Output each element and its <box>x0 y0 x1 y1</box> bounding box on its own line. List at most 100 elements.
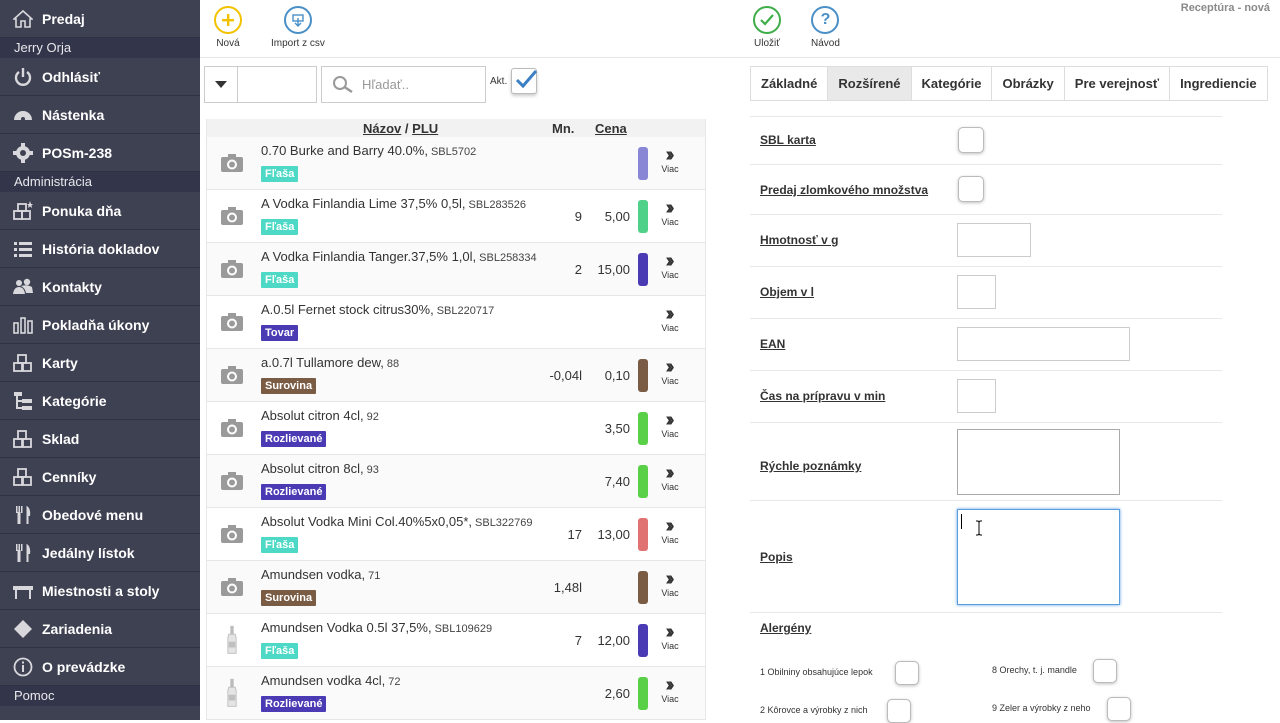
sidebar-item-ponuka[interactable]: Ponuka dňa <box>0 192 200 230</box>
allergen-checkbox-1[interactable] <box>895 661 919 685</box>
sidebar-item-posm[interactable]: POSm-238 <box>0 134 200 172</box>
color-indicator <box>638 147 648 180</box>
more-button[interactable]: ›› Viac <box>657 198 683 227</box>
gear-icon <box>12 142 34 164</box>
prep-time-field[interactable] <box>957 379 996 413</box>
table-row[interactable]: Absolut Vodka Mini Col.40%5x0,05*, SBL322… <box>207 508 705 561</box>
table-row[interactable]: A.0.5l Fernet stock citrus30%, SBL220717 T… <box>207 296 705 349</box>
import-csv-button[interactable]: Import z csv <box>271 6 325 49</box>
sidebar-item-predaj[interactable]: Predaj <box>0 0 200 38</box>
sidebar-item-karty[interactable]: Karty <box>0 344 200 382</box>
sidebar-item-label: Miestnosti a stoly <box>42 582 160 599</box>
table-row[interactable]: Absolut citron 8cl, 93 Rozlievané 7,40 ›› Vi… <box>207 455 705 508</box>
table-row[interactable]: Amundsen vodka 4cl, 72 Rozlievané 2,60 ›› Vi… <box>207 667 705 720</box>
quick-notes-textarea[interactable] <box>957 429 1120 495</box>
table-row[interactable]: A Vodka Finlandia Tanger.37,5% 1,0l, SBL2… <box>207 243 705 296</box>
description-textarea[interactable] <box>957 509 1120 605</box>
tab-ingrediencie[interactable]: Ingrediencie <box>1169 66 1268 101</box>
sidebar-item-historia[interactable]: História dokladov <box>0 230 200 268</box>
sidebar-item-pokladna[interactable]: Pokladňa úkony <box>0 306 200 344</box>
volume-field[interactable] <box>957 275 996 309</box>
product-code: 88 <box>386 358 400 370</box>
table-row[interactable]: Absolut citron 4cl, 92 Rozlievané 3,50 ›› Vi… <box>207 402 705 455</box>
more-button[interactable]: ›› Viac <box>657 145 683 174</box>
tab-obrazky[interactable]: Obrázky <box>991 66 1065 101</box>
more-button[interactable]: ›› Viac <box>657 251 683 280</box>
sidebar-item-obedove[interactable]: Obedové menu <box>0 496 200 534</box>
sort-by-price[interactable]: Cena <box>595 121 627 136</box>
sidebar-item-sklad[interactable]: Sklad <box>0 420 200 458</box>
search-icon <box>333 75 353 93</box>
new-button[interactable]: Nová <box>214 6 242 49</box>
more-button[interactable]: ›› Viac <box>657 622 683 651</box>
product-price: 13,00 <box>597 527 630 542</box>
type-badge: Surovina <box>261 590 317 606</box>
active-checkbox[interactable] <box>511 68 538 94</box>
product-code: 93 <box>366 464 379 476</box>
more-button[interactable]: ›› Viac <box>657 516 683 545</box>
text-caret <box>961 514 962 529</box>
double-chevron-right-icon: ›› <box>665 250 674 272</box>
allergen-checkbox-8[interactable] <box>1093 659 1117 683</box>
more-button[interactable]: ›› Viac <box>657 357 683 386</box>
sidebar-item-o-prevadzke[interactable]: O prevádzke <box>0 648 200 686</box>
help-label: Návod <box>811 38 840 49</box>
tab-rozsirene[interactable]: Rozšírené <box>827 66 912 101</box>
product-name: A.0.5l Fernet stock citrus30%, SBL220717 <box>261 302 495 317</box>
table-row[interactable]: a.0.7l Tullamore dew, 88 Surovina -0,04l 0,1… <box>207 349 705 402</box>
more-button[interactable]: ›› Viac <box>657 304 683 333</box>
product-name: Amundsen vodka 4cl, 72 <box>261 673 401 688</box>
sidebar-item-jedalny[interactable]: Jedálny lístok <box>0 534 200 572</box>
more-button[interactable]: ›› Viac <box>657 410 683 439</box>
sbl-card-row: SBL karta <box>750 116 1222 164</box>
filter-row: Akt. <box>204 66 544 104</box>
sort-by-plu[interactable]: PLU <box>412 121 439 136</box>
tab-zakladne[interactable]: Základné <box>750 66 829 101</box>
checkmark-icon <box>753 6 781 34</box>
allergen-checkbox-9[interactable] <box>1107 697 1131 721</box>
sidebar-item-kategorie[interactable]: Kategórie <box>0 382 200 420</box>
sidebar-item-cenniky[interactable]: Cenníky <box>0 458 200 496</box>
sidebar-item-kontakty[interactable]: Kontakty <box>0 268 200 306</box>
more-button[interactable]: ›› Viac <box>657 463 683 492</box>
search-box[interactable] <box>321 66 486 103</box>
question-icon: ? <box>811 6 840 34</box>
sidebar-item-miestnosti[interactable]: Miestnosti a stoly <box>0 572 200 610</box>
sbl-card-checkbox[interactable] <box>958 127 984 153</box>
sort-by-name[interactable]: Názov <box>363 121 402 136</box>
product-price: 7,40 <box>604 474 630 489</box>
category-dropdown-button[interactable] <box>204 66 238 103</box>
table-row[interactable]: A Vodka Finlandia Lime 37,5% 0,5l, SBL283… <box>207 190 705 243</box>
list-rows: 0.70 Burke and Barry 40.0%, SBL5702 Fľaša ›… <box>207 137 705 720</box>
sidebar-item-label: Sklad <box>42 430 80 447</box>
type-badge: Fľaša <box>261 166 299 182</box>
table-icon <box>12 580 34 602</box>
save-button[interactable]: Uložiť <box>753 6 781 49</box>
product-name: Absolut citron 8cl, 93 <box>261 461 379 476</box>
detail-form: SBL karta Predaj zlomkového množstva Hmo… <box>750 116 1222 723</box>
import-icon <box>283 6 312 34</box>
search-input[interactable] <box>362 77 482 92</box>
table-row[interactable]: Amundsen vodka, 71 Surovina 1,48l ›› Viac <box>207 561 705 614</box>
fraction-sale-checkbox[interactable] <box>958 176 984 202</box>
category-filter-input[interactable] <box>237 66 317 103</box>
double-chevron-right-icon: ›› <box>665 144 674 166</box>
sidebar-item-label: Karty <box>42 354 78 371</box>
sidebar-item-zariadenia[interactable]: Zariadenia <box>0 610 200 648</box>
tab-pre-verejnost[interactable]: Pre verejnosť <box>1063 66 1171 101</box>
tab-kategorie[interactable]: Kategórie <box>910 66 993 101</box>
ean-field[interactable] <box>957 327 1130 361</box>
product-price: 15,00 <box>597 262 630 277</box>
sidebar-item-nastenka[interactable]: Nástenka <box>0 96 200 134</box>
allergen-item-label: 9 Zeler a výrobky z neho <box>992 703 1091 713</box>
help-button[interactable]: ? Návod <box>811 6 840 49</box>
sbl-card-label: SBL karta <box>760 133 816 147</box>
allergen-checkbox-2[interactable] <box>887 699 911 723</box>
weight-field[interactable] <box>957 223 1031 257</box>
table-row[interactable]: 0.70 Burke and Barry 40.0%, SBL5702 Fľaša ›… <box>207 137 705 190</box>
sidebar-item-label: O prevádzke <box>42 658 126 675</box>
more-button[interactable]: ›› Viac <box>657 675 683 704</box>
more-button[interactable]: ›› Viac <box>657 569 683 598</box>
table-row[interactable]: Amundsen Vodka 0.5l 37,5%, SBL109629 Fľaša… <box>207 614 705 667</box>
sidebar-item-logout[interactable]: Odhlásiť <box>0 58 200 96</box>
